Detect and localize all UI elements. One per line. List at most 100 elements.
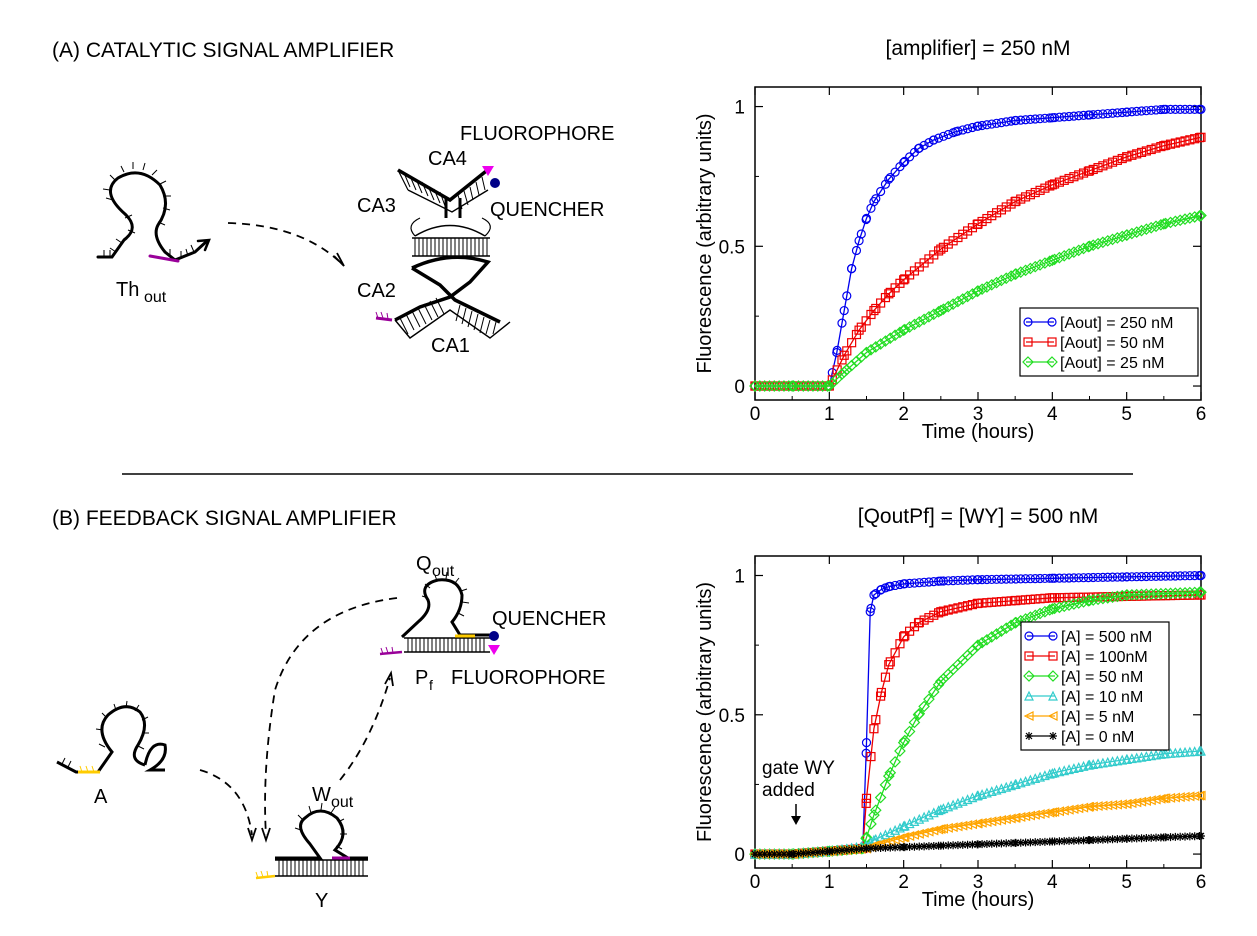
chart-b-marker-4 (938, 823, 949, 834)
chart-b-marker-0 (1045, 573, 1055, 583)
chart-b-marker-4 (1145, 795, 1156, 806)
chart-b-marker-0 (996, 574, 1007, 584)
w-out-subscript: out (331, 794, 354, 811)
chart-b-data-point-5 (1197, 831, 1205, 840)
th-out-strand (96, 171, 211, 263)
chart-b-marker-0 (1006, 574, 1016, 584)
chart-a-marker-2 (1164, 216, 1177, 229)
chart-a-data-point-0 (928, 135, 939, 145)
chart-b-marker-4 (1034, 809, 1045, 820)
chart-a-marker-2 (985, 278, 998, 291)
chart-a-marker-0 (900, 156, 910, 167)
chart-b-legend-label-2: [A] = 50 nM (1061, 669, 1143, 686)
chart-b-marker-0 (948, 576, 958, 586)
y-label: Y (315, 890, 328, 912)
chart-b-data-point-2 (912, 708, 925, 721)
chart-a-series-line-0 (755, 108, 1201, 387)
chart-b-xtick-label: 6 (1196, 872, 1207, 893)
chart-a-marker-0 (1112, 108, 1122, 118)
chart-a-data-point-0 (951, 127, 961, 137)
chart-a-marker-0 (934, 133, 944, 143)
chart-a-title: [amplifier] = 250 nM (885, 37, 1070, 60)
chart-a-marker-2 (1019, 264, 1032, 277)
chart-b-xlabel: Time (hours) (922, 889, 1035, 911)
chart-b-marker-0 (1093, 572, 1103, 583)
chart-b-marker-5 (1002, 839, 1011, 848)
chart-b-marker-5 (876, 843, 885, 852)
chart-a-marker-0 (1185, 104, 1195, 114)
chart-b-marker-5 (920, 842, 929, 851)
chart-a-marker-1 (1175, 137, 1185, 147)
chart-a-legend-marker-1 (1023, 337, 1033, 347)
chart-a-marker-1 (856, 322, 866, 332)
chart-b-data-point-1 (876, 687, 886, 698)
chart-b-marker-2 (1135, 588, 1148, 601)
chart-b-marker-2 (1043, 604, 1056, 616)
chart-a-marker-2 (753, 380, 766, 392)
a-strand-ticks (61, 700, 149, 773)
chart-b-marker-5 (910, 842, 919, 851)
chart-a-marker-2 (1068, 246, 1080, 259)
chart-a-marker-1 (1059, 175, 1069, 185)
chart-a-marker-1 (1054, 177, 1064, 187)
chart-a-marker-1 (953, 232, 963, 243)
chart-b-marker-0 (1074, 573, 1084, 583)
chart-b-marker-0 (1064, 573, 1074, 583)
chart-b-title: [QoutPf] = [WY] = 500 nM (858, 505, 1098, 528)
chart-b-marker-5 (963, 840, 972, 849)
chart-b-data-point-1 (973, 598, 983, 608)
chart-b-marker-5 (958, 840, 967, 849)
chart-b-marker-5 (1094, 835, 1103, 844)
chart-a-marker-1 (1165, 139, 1176, 149)
th-out-label: Th (116, 279, 139, 301)
chart-b-marker-4 (1107, 800, 1118, 810)
chart-b-marker-0 (982, 574, 992, 585)
chart-a-marker-1 (948, 236, 958, 246)
panel-a-heading: (A) CATALYTIC SIGNAL AMPLIFIER (52, 39, 394, 62)
p-f-subscript: f (429, 677, 433, 693)
chart-b-marker-2 (1097, 592, 1109, 605)
chart-a-data-point-1 (839, 350, 849, 360)
chart-b-marker-4 (1005, 813, 1016, 824)
chart-a-data-point-2 (786, 380, 799, 392)
chart-b-marker-4 (996, 814, 1007, 825)
chart-b-marker-0 (924, 577, 934, 587)
chart-a-marker-2 (1092, 237, 1104, 250)
chart-b-marker-2 (923, 693, 935, 706)
chart-a-data-point-0 (854, 236, 864, 246)
chart-b-marker-0 (987, 574, 997, 585)
chart-b-marker-4 (986, 816, 997, 827)
chart-a-legend-label-0: [Aout] = 250 nM (1060, 315, 1173, 332)
chart-b-marker-4 (947, 822, 958, 833)
chart-a-data-point-1 (884, 289, 894, 299)
chart-b-marker-2 (1077, 596, 1090, 608)
chart-a-marker-0 (1190, 104, 1200, 114)
chart-b-data-point-5 (788, 850, 797, 859)
chart-b-marker-0 (919, 577, 929, 587)
chart-b-marker-5 (992, 839, 1001, 848)
chart-a-marker-2 (763, 380, 776, 392)
chart-a-legend-marker-2 (1046, 356, 1058, 368)
chart-a-data-point-0 (913, 143, 924, 154)
chart-b-legend-label-1: [A] = 100nM (1061, 649, 1148, 666)
chart-a-marker-2 (768, 380, 781, 392)
chart-b-marker-0 (1180, 571, 1190, 581)
chart-a-marker-0 (856, 229, 866, 239)
chart-a-marker-1 (1069, 172, 1079, 182)
chart-b-marker-1 (924, 613, 934, 623)
chart-b-marker-0 (1088, 572, 1098, 583)
dashed-arrows-b (199, 597, 398, 836)
chart-a-legend-label-1: [Aout] = 50 nM (1060, 335, 1165, 352)
chart-b-marker-2 (1159, 587, 1172, 600)
chart-a-marker-0 (837, 318, 847, 328)
chart-a-marker-2 (961, 290, 974, 303)
chart-b-marker-1 (1146, 591, 1156, 601)
chart-b-legend-marker-3 (1024, 690, 1034, 701)
chart-a-marker-0 (1045, 113, 1055, 123)
th-out-subscript: out (144, 289, 167, 306)
chart-b-xtick-label: 3 (973, 872, 984, 893)
chart-b-data-point-0 (1122, 572, 1132, 582)
chart-b-marker-0 (938, 576, 949, 586)
chart-b-marker-0 (1117, 572, 1127, 582)
chart-a-marker-2 (1034, 259, 1046, 271)
